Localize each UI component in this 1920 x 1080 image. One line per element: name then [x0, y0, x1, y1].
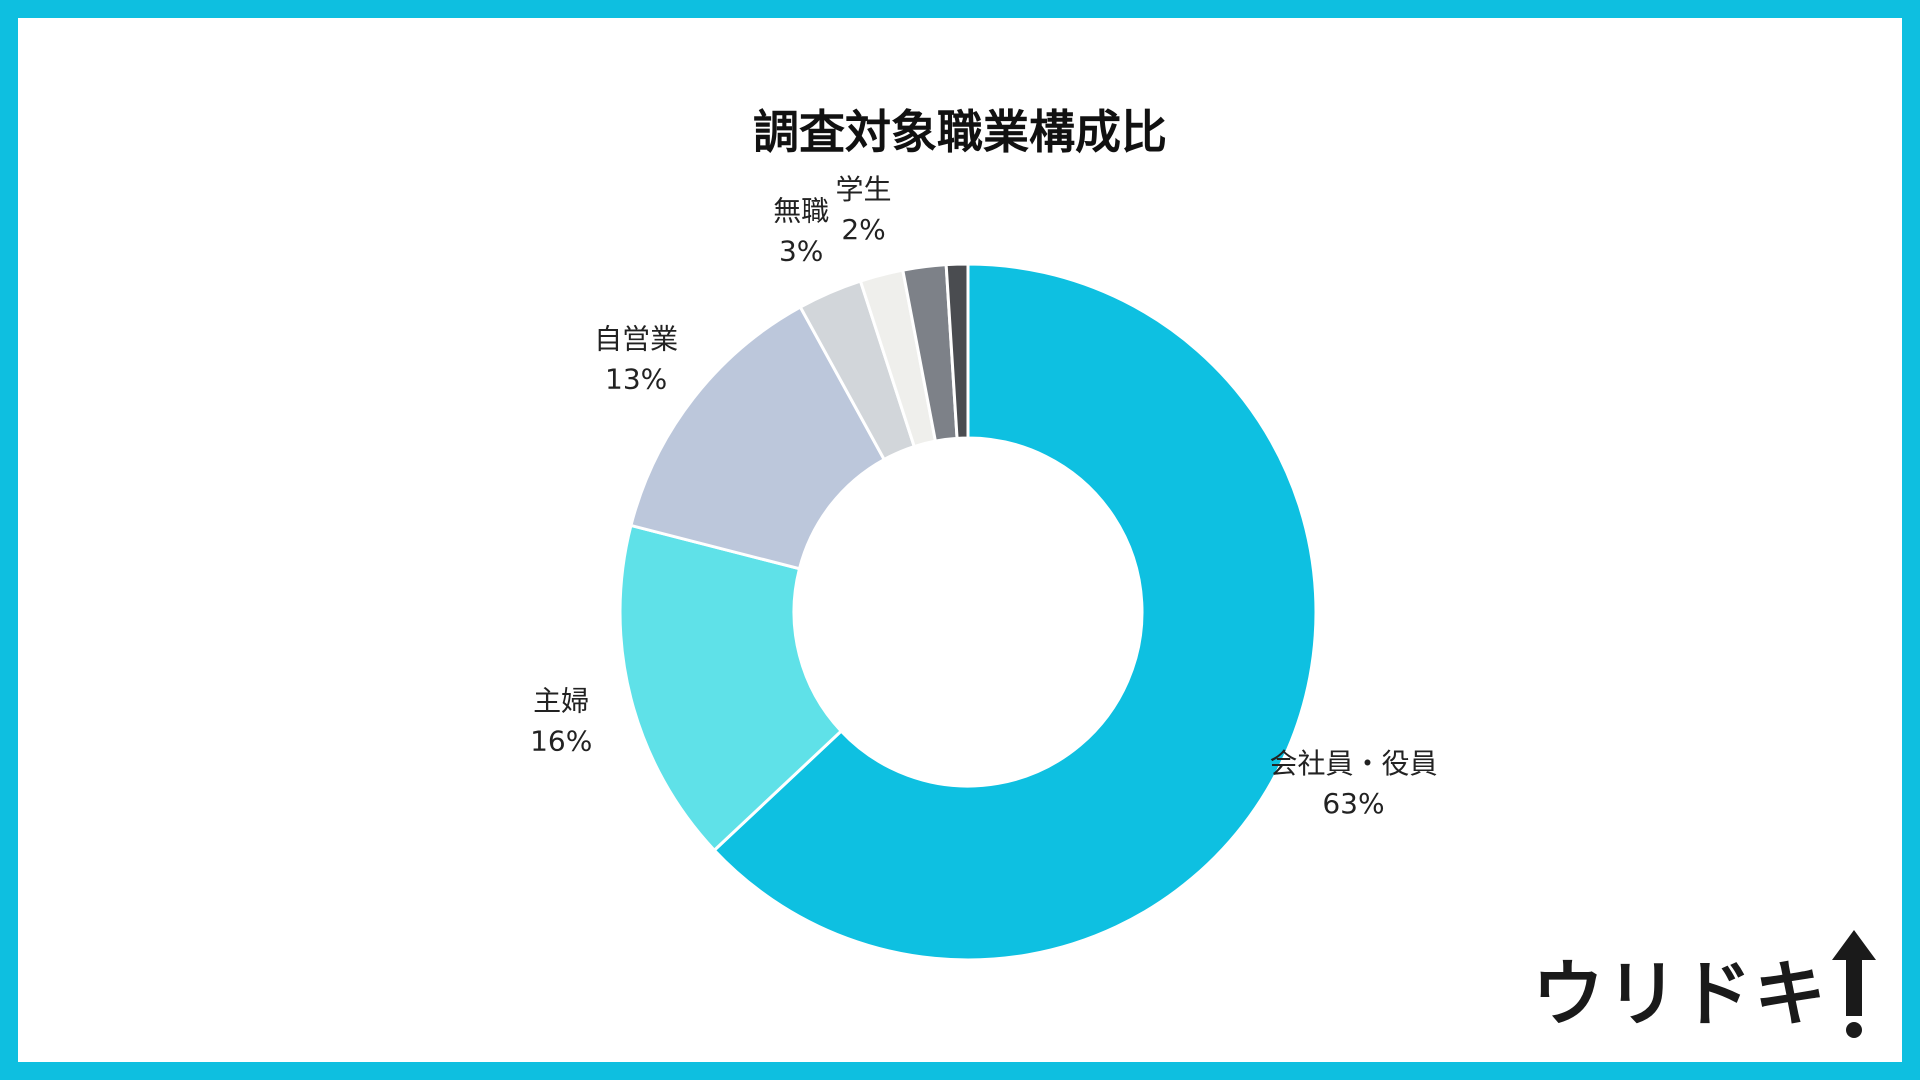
- pie-slice-1: [712, 262, 1318, 962]
- slice-label-2: 主婦: [533, 684, 589, 717]
- slice-label-4: 無職: [773, 195, 829, 228]
- pie-slice-7: [944, 262, 970, 440]
- up-arrow-icon: [1832, 930, 1876, 1038]
- pie-slice-3: [629, 305, 887, 571]
- slice-value-label-4: 3%: [779, 235, 823, 268]
- logo-text: ウリドキ: [1531, 952, 1828, 1036]
- label-group: 会社員・役員 63% 主婦 16% 自営業 13% 無職 3% 学生 2%: [530, 173, 1437, 820]
- slice-value-label-2: 16%: [530, 724, 592, 757]
- slice-label-3: 自営業: [594, 323, 678, 356]
- slice-value-label-5: 2%: [841, 213, 885, 246]
- brand-logo: ウリドキ: [1532, 930, 1876, 1040]
- slice-value-label-3: 13%: [605, 363, 667, 396]
- slice-group: [618, 262, 1318, 962]
- slice-value-label-1: 63%: [1322, 787, 1384, 820]
- pie-slice-2: [618, 523, 844, 853]
- chart-title: 調査対象職業構成比: [753, 105, 1167, 159]
- slice-label-1: 会社員・役員: [1269, 747, 1437, 780]
- slice-label-5: 学生: [836, 173, 892, 206]
